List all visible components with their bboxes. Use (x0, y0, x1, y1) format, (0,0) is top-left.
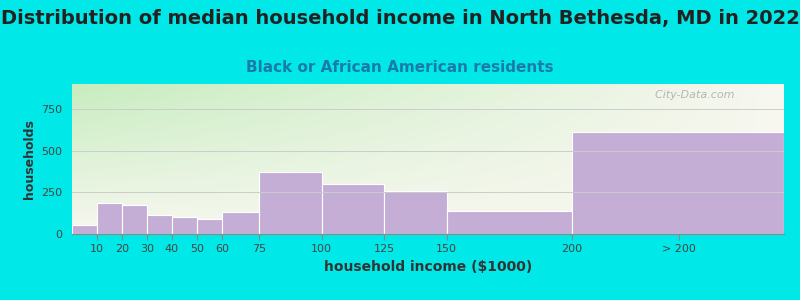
Bar (72, 225, 97, 234)
Y-axis label: households: households (22, 119, 35, 199)
Bar (322, 184, 384, 234)
Text: Distribution of median household income in North Bethesda, MD in 2022: Distribution of median household income … (1, 9, 799, 28)
Bar (384, 191, 446, 234)
Bar (222, 212, 259, 234)
Text: Black or African American residents: Black or African American residents (246, 60, 554, 75)
Bar (572, 132, 784, 234)
Bar (172, 217, 197, 234)
X-axis label: household income ($1000): household income ($1000) (324, 260, 532, 274)
Bar (197, 219, 222, 234)
Bar (97, 203, 122, 234)
Bar (446, 211, 572, 234)
Text: City-Data.com: City-Data.com (648, 90, 734, 100)
Bar (122, 205, 147, 234)
Bar (259, 172, 322, 234)
Bar (147, 215, 172, 234)
